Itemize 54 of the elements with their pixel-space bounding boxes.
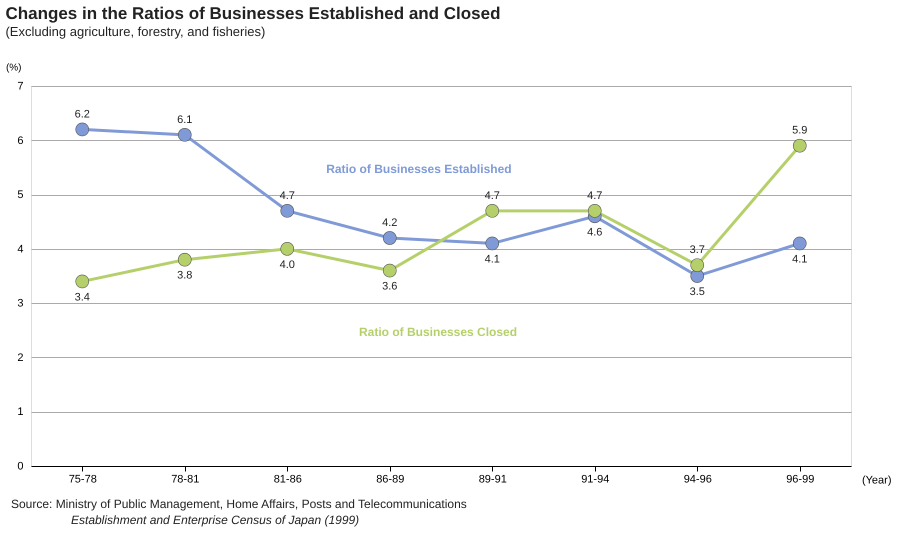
x-tick-label: 81-86 bbox=[274, 474, 302, 486]
x-tick-label: 75-78 bbox=[68, 474, 97, 486]
point bbox=[178, 252, 192, 267]
y-tick-label: 1 bbox=[17, 406, 24, 418]
data-label: 3.4 bbox=[74, 291, 90, 304]
x-tick-label: 94-96 bbox=[684, 474, 712, 486]
data-label: 4.6 bbox=[587, 226, 602, 238]
point bbox=[382, 231, 397, 245]
source-note: Source: Ministry of Public Management, Home Affairs, Posts and Telecommunications bbox=[11, 497, 467, 511]
data-label: 5.9 bbox=[792, 124, 808, 137]
data-label: 3.8 bbox=[177, 270, 192, 282]
x-axis-title: (Year) bbox=[862, 474, 892, 486]
y-tick-label: 0 bbox=[17, 460, 24, 472]
point bbox=[178, 128, 192, 142]
point bbox=[792, 138, 807, 153]
x-tick-label: 86-89 bbox=[376, 474, 404, 486]
y-tick-label: 2 bbox=[17, 352, 24, 364]
text: Ratio of Businesses Established bbox=[326, 162, 512, 176]
data-label: 4.2 bbox=[382, 217, 398, 229]
data-label: 6.1 bbox=[177, 114, 192, 126]
data-label: 4.7 bbox=[280, 190, 295, 202]
text: Establishment and Enterprise Census of Japan (1999) bbox=[71, 513, 360, 527]
point bbox=[280, 242, 294, 256]
data-label: 3.7 bbox=[690, 244, 705, 256]
data-label: 4.1 bbox=[484, 253, 500, 266]
x-tick-label: 78-81 bbox=[171, 474, 200, 486]
point bbox=[690, 258, 704, 272]
y-tick-label: 6 bbox=[17, 134, 24, 147]
y-tick-label: 3 bbox=[17, 298, 24, 310]
data-label: 4.7 bbox=[484, 190, 500, 202]
text: Ratio of Businesses Closed bbox=[359, 324, 518, 339]
chart-subtitle: (Excluding agriculture, forestry, and fisheries) bbox=[5, 24, 266, 39]
point bbox=[588, 204, 602, 218]
point bbox=[75, 274, 90, 288]
data-label: 4.1 bbox=[792, 253, 808, 266]
data-label: 3.6 bbox=[382, 280, 398, 293]
point bbox=[382, 264, 397, 278]
point bbox=[485, 204, 500, 218]
chart-title: Changes in the Ratios of Businesses Established and Closed bbox=[5, 4, 500, 23]
point bbox=[75, 122, 90, 136]
y-tick-label: 7 bbox=[17, 80, 24, 92]
data-label: 3.5 bbox=[690, 286, 705, 298]
data-label: 4.7 bbox=[587, 190, 602, 202]
y-tick-label: 5 bbox=[17, 189, 24, 202]
x-tick-label: 96-99 bbox=[786, 474, 814, 486]
y-axis-title: (%) bbox=[6, 62, 22, 74]
y-tick-label: 4 bbox=[17, 243, 24, 256]
data-label: 6.2 bbox=[74, 108, 90, 120]
x-tick-label: 91-94 bbox=[581, 474, 610, 486]
point bbox=[792, 236, 807, 250]
x-tick-label: 89-91 bbox=[478, 474, 507, 486]
data-label: 4.0 bbox=[280, 258, 295, 271]
point bbox=[280, 204, 294, 218]
point bbox=[485, 236, 500, 250]
